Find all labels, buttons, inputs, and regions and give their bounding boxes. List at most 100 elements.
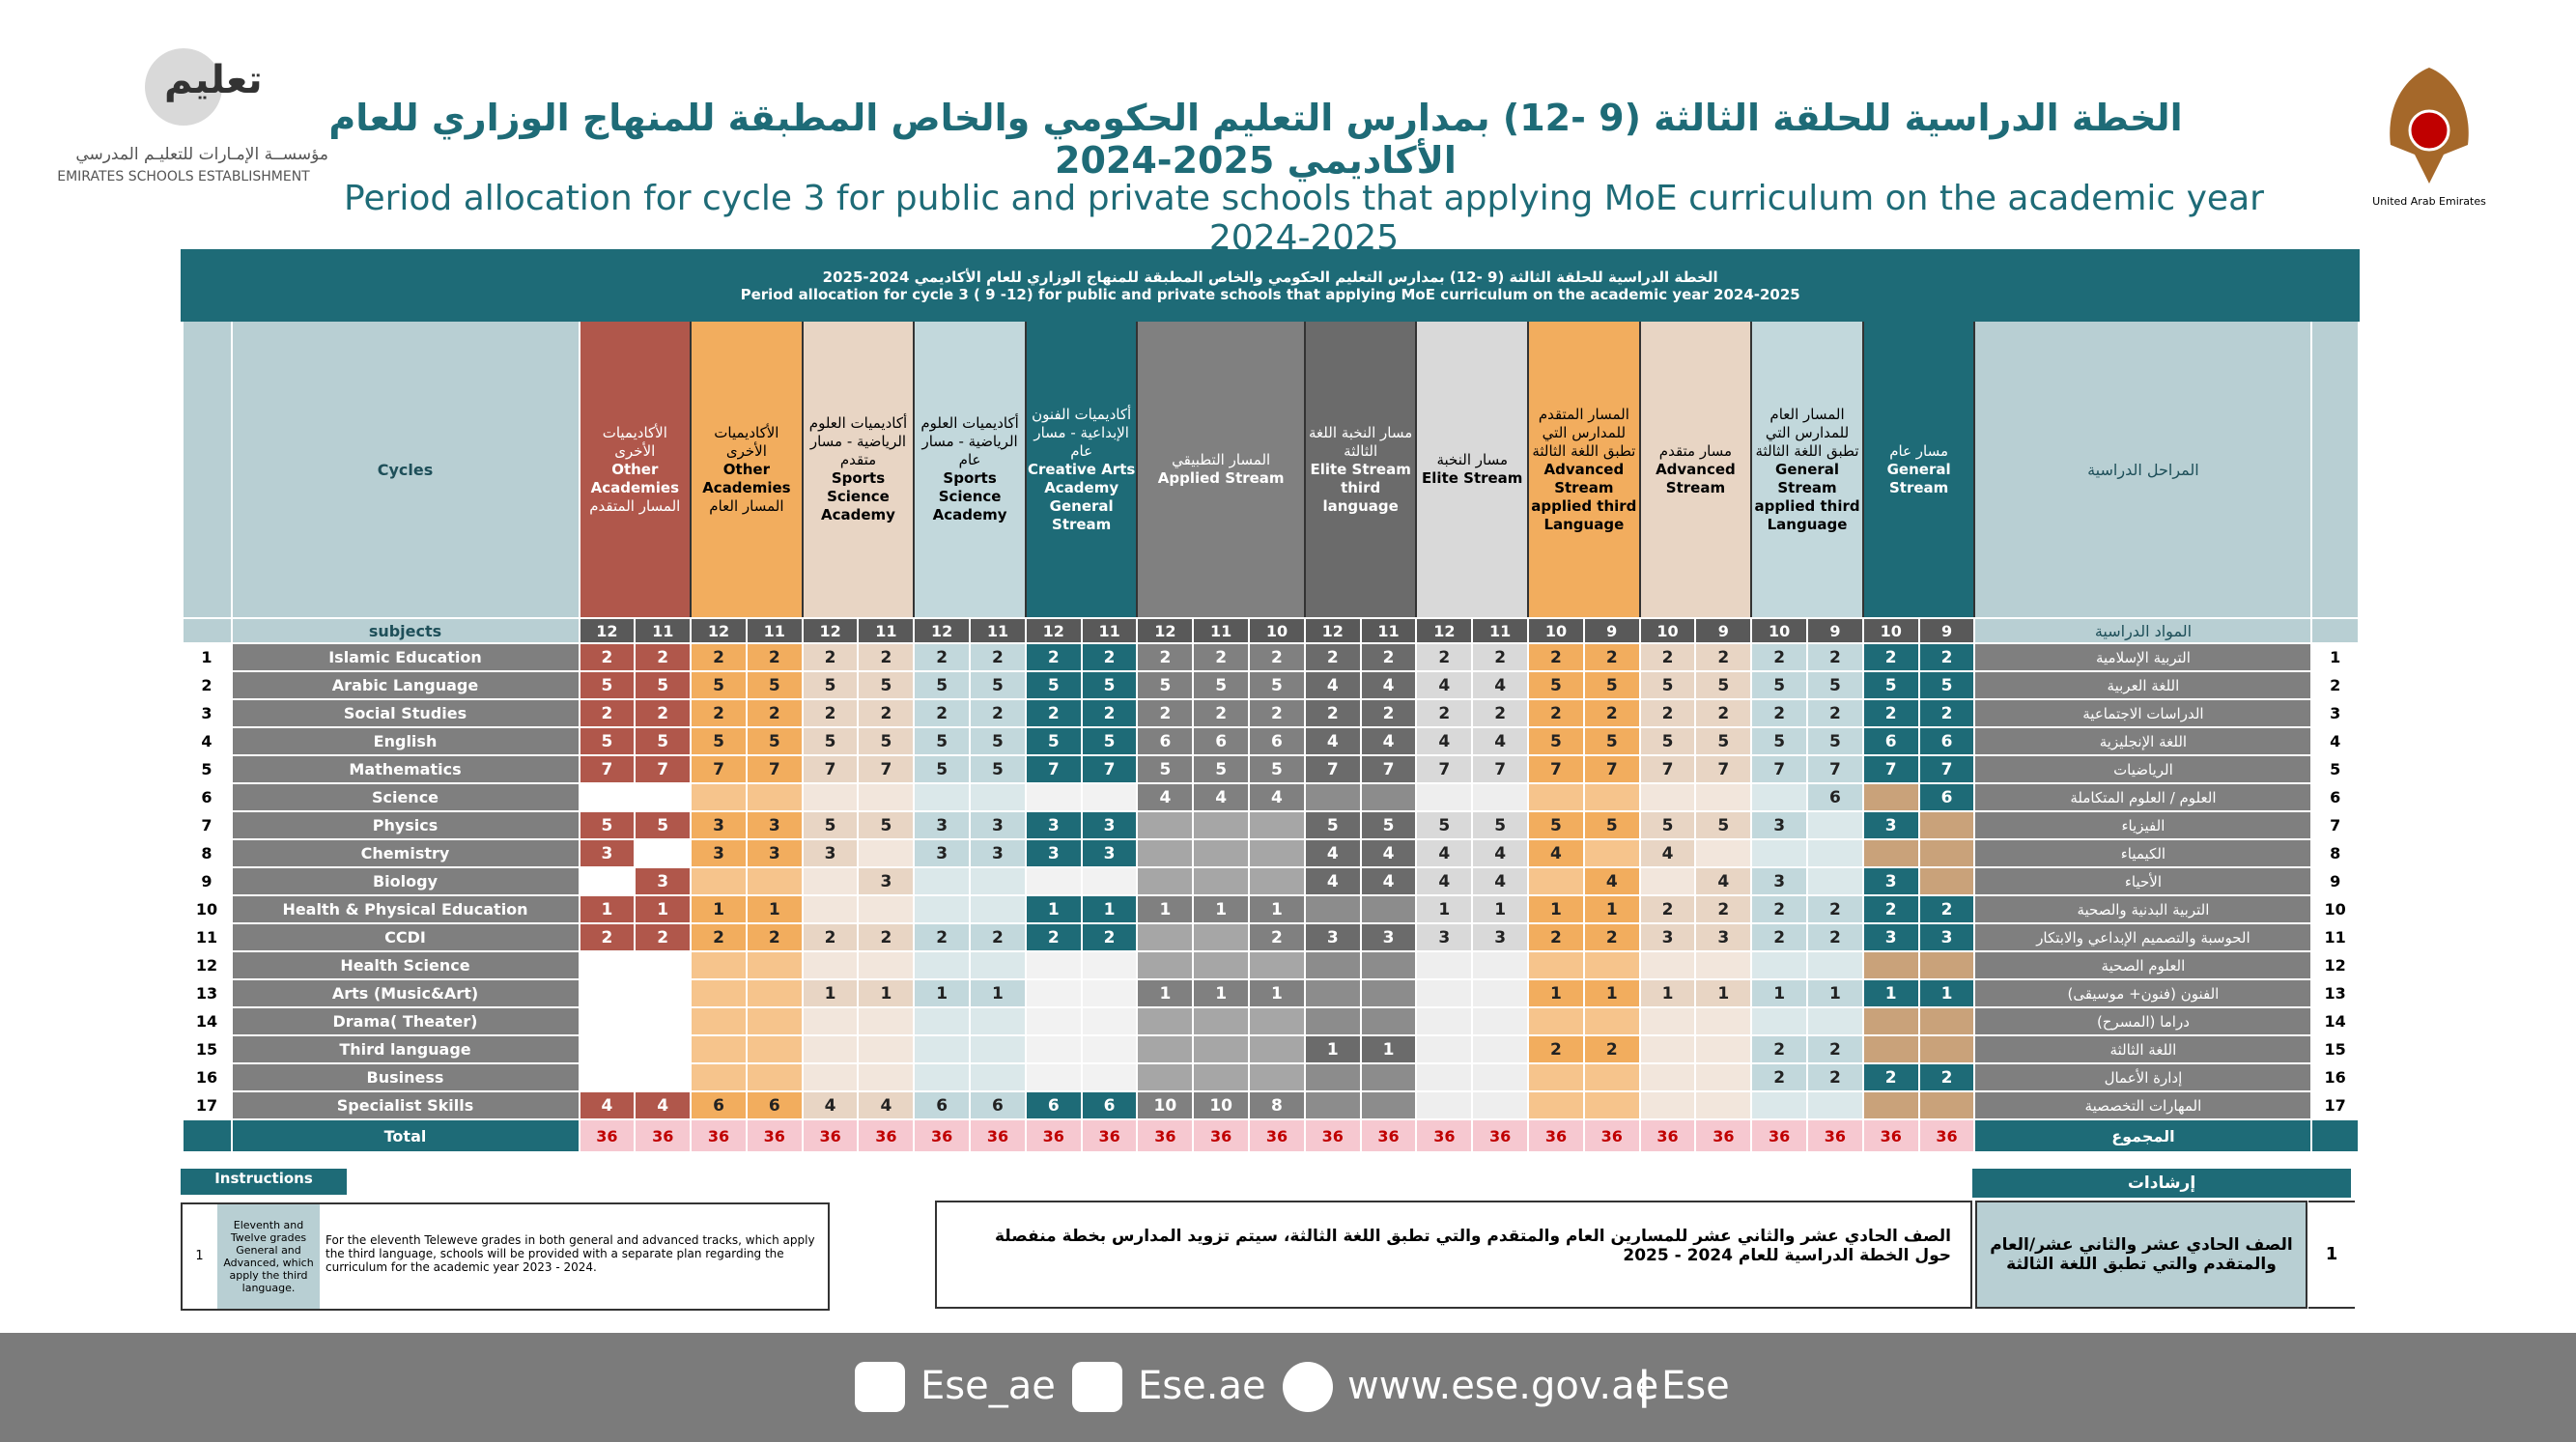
twitter-icon[interactable] bbox=[855, 1362, 905, 1412]
group-header: الأكاديميات الأخرى Other Academies المسار … bbox=[578, 319, 693, 619]
periods bbox=[1359, 1062, 1418, 1092]
periods bbox=[913, 1062, 972, 1092]
row-no: 2 bbox=[181, 670, 233, 700]
periods: 5 bbox=[1638, 810, 1697, 840]
periods: 5 bbox=[1750, 726, 1809, 756]
periods bbox=[1582, 782, 1641, 812]
periods: 5 bbox=[690, 726, 748, 756]
group-header-row: Cycles الأكاديميات الأخرى Other Academies ا… bbox=[181, 319, 2360, 619]
subject-row: 4 English 5 5 5 5 5 5 5 5 5 5 6 6 6 4 4 4 4 5 5 5 5 5 5 6 6 اللغة ا… bbox=[181, 726, 2360, 756]
periods: 4 bbox=[1471, 838, 1530, 868]
periods: 1 bbox=[1024, 894, 1083, 924]
group-en: Other Academies bbox=[702, 460, 791, 496]
periods: 2 bbox=[1638, 894, 1697, 924]
brand[interactable]: Ese bbox=[1661, 1364, 1730, 1408]
periods: 1 bbox=[1471, 894, 1530, 924]
periods: 2 bbox=[1136, 642, 1195, 672]
periods bbox=[1694, 1034, 1753, 1064]
periods: 5 bbox=[913, 726, 972, 756]
subject-en: Social Studies bbox=[230, 698, 580, 728]
periods: 5 bbox=[745, 726, 804, 756]
group-header: المسار المتقدم للمدارس التي تطبق اللغة ا… bbox=[1527, 319, 1641, 619]
group-ar: المسار التطبيقي bbox=[1172, 451, 1271, 468]
periods: 2 bbox=[1024, 922, 1083, 952]
row-no: 12 bbox=[2310, 950, 2360, 980]
group-en: General Stream bbox=[1886, 460, 1951, 496]
blank bbox=[181, 319, 233, 619]
periods bbox=[578, 1034, 637, 1064]
periods: 7 bbox=[1806, 754, 1864, 784]
periods: 2 bbox=[1861, 1062, 1920, 1092]
row-no: 8 bbox=[2310, 838, 2360, 868]
periods: 5 bbox=[1359, 810, 1418, 840]
periods: 1 bbox=[913, 978, 972, 1008]
periods: 6 bbox=[1917, 782, 1976, 812]
group-ar: المسار المتقدم للمدارس التي تطبق اللغة ا… bbox=[1532, 405, 1636, 460]
periods bbox=[1638, 866, 1697, 896]
periods bbox=[1024, 978, 1083, 1008]
instagram-handle[interactable]: Ese.ae bbox=[1138, 1364, 1266, 1408]
cycles-label-ar: المراحل الدراسية bbox=[1973, 319, 2313, 619]
periods bbox=[1861, 950, 1920, 980]
table-caption: الخطة الدراسية للحلقة الثالثة (9 -12) بم… bbox=[180, 249, 2361, 322]
periods: 5 bbox=[1527, 670, 1585, 700]
website[interactable]: www.ese.gov.ae bbox=[1347, 1364, 1659, 1408]
subject-row: 12 Health Science العلوم الصحية 12 bbox=[181, 950, 2360, 980]
grade: 12 bbox=[1303, 617, 1362, 644]
periods: 5 bbox=[1024, 726, 1083, 756]
periods: 2 bbox=[1582, 698, 1641, 728]
periods bbox=[690, 866, 748, 896]
periods: 4 bbox=[1415, 726, 1474, 756]
subject-ar: الفنون (فنون+ موسيقى) bbox=[1973, 978, 2313, 1008]
periods bbox=[1471, 950, 1530, 980]
periods bbox=[578, 782, 637, 812]
periods: 2 bbox=[1806, 894, 1864, 924]
periods: 2 bbox=[1080, 922, 1139, 952]
subject-ar: الدراسات الاجتماعية bbox=[1973, 698, 2313, 728]
periods: 2 bbox=[1024, 698, 1083, 728]
periods bbox=[1415, 1090, 1474, 1120]
row-no: 3 bbox=[2310, 698, 2360, 728]
periods bbox=[801, 866, 860, 896]
periods: 3 bbox=[745, 838, 804, 868]
periods: 1 bbox=[969, 978, 1027, 1008]
twitter-handle[interactable]: Ese_ae bbox=[920, 1364, 1056, 1408]
periods: 5 bbox=[1750, 670, 1809, 700]
periods: 5 bbox=[969, 670, 1027, 700]
periods: 2 bbox=[690, 698, 748, 728]
periods bbox=[1303, 1090, 1362, 1120]
caption-en: Period allocation for cycle 3 ( 9 -12) f… bbox=[740, 285, 1800, 303]
row-no: 4 bbox=[181, 726, 233, 756]
periods bbox=[1750, 782, 1809, 812]
total: 36 bbox=[578, 1118, 637, 1153]
subject-en: Biology bbox=[230, 866, 580, 896]
periods: 3 bbox=[1750, 810, 1809, 840]
periods bbox=[1806, 810, 1864, 840]
periods: 1 bbox=[1248, 894, 1306, 924]
web-icon[interactable] bbox=[1283, 1362, 1333, 1412]
periods: 2 bbox=[1582, 922, 1641, 952]
periods: 2 bbox=[690, 922, 748, 952]
instagram-icon[interactable] bbox=[1072, 1362, 1122, 1412]
periods: 5 bbox=[969, 754, 1027, 784]
grade: 11 bbox=[969, 617, 1027, 644]
periods bbox=[1248, 838, 1306, 868]
periods: 5 bbox=[634, 670, 693, 700]
grade: 11 bbox=[1080, 617, 1139, 644]
periods bbox=[1303, 1006, 1362, 1036]
group-en: Other Academies bbox=[590, 460, 679, 496]
periods bbox=[969, 1006, 1027, 1036]
periods bbox=[1359, 950, 1418, 980]
periods: 2 bbox=[1527, 698, 1585, 728]
subject-row: 3 Social Studies 2 2 2 2 2 2 2 2 2 2 2 2 2 2 2 2 2 2 2 2 2 2 2 2 2… bbox=[181, 698, 2360, 728]
periods: 5 bbox=[1080, 726, 1139, 756]
periods: 1 bbox=[1582, 894, 1641, 924]
periods bbox=[1248, 866, 1306, 896]
periods: 2 bbox=[1806, 1062, 1864, 1092]
periods: 2 bbox=[745, 642, 804, 672]
periods bbox=[1527, 866, 1585, 896]
periods bbox=[1806, 1006, 1864, 1036]
periods: 2 bbox=[1527, 1034, 1585, 1064]
periods bbox=[1582, 838, 1641, 868]
periods: 4 bbox=[1359, 670, 1418, 700]
